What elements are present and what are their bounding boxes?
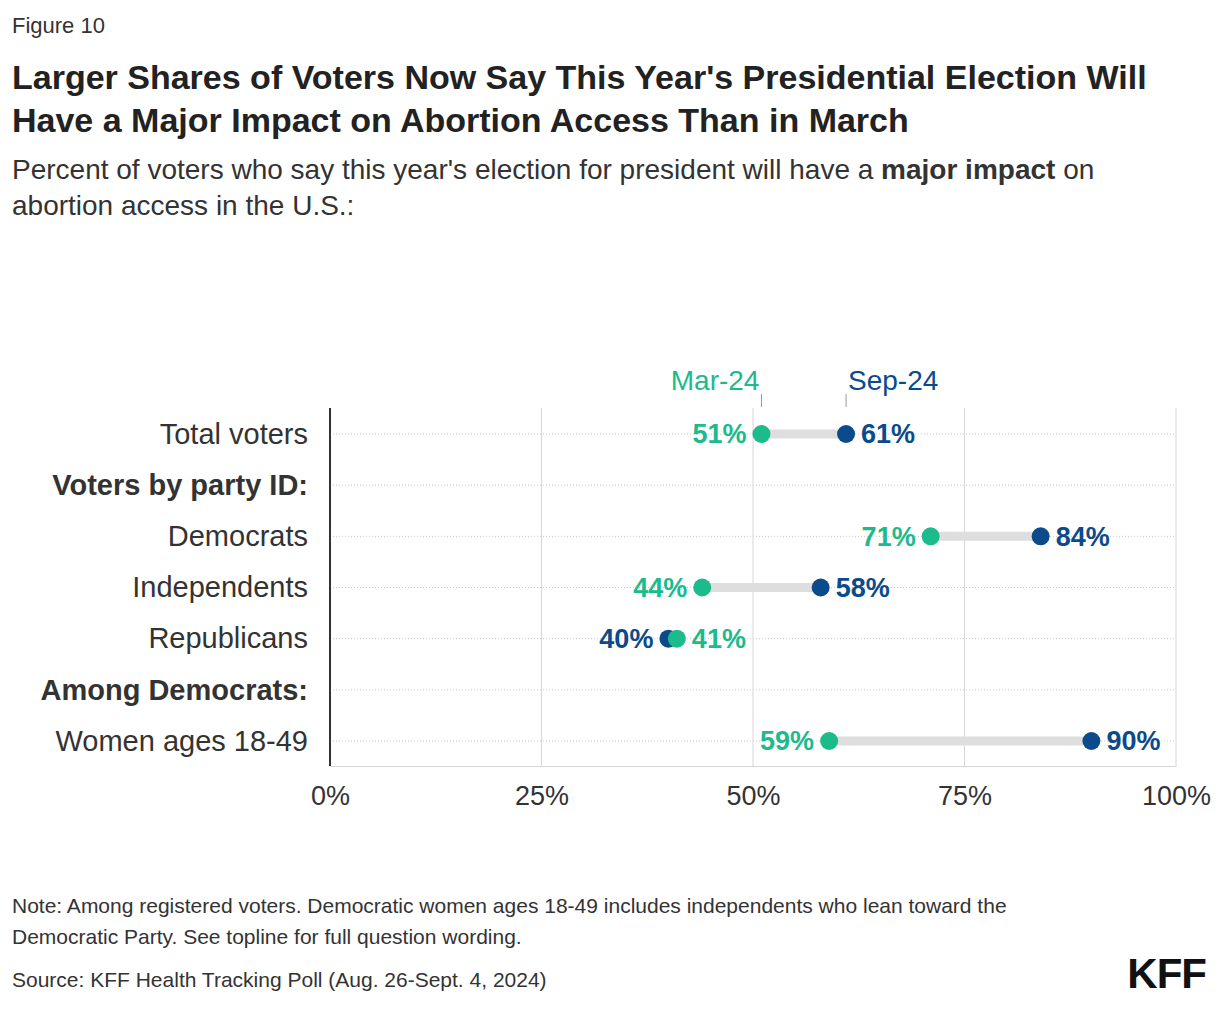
- legend-tick: [846, 394, 847, 407]
- footer: Note: Among registered voters. Democrati…: [12, 890, 1072, 995]
- x-tick-label: 75%: [938, 781, 992, 811]
- dot: [820, 732, 838, 750]
- x-tick: 75%: [938, 766, 992, 811]
- x-tick: 50%: [726, 766, 780, 811]
- y-tick: Among Democrats:: [41, 674, 309, 706]
- grid-line: [964, 408, 965, 766]
- y-tick: Total voters: [160, 418, 308, 450]
- data-label: 41%: [692, 624, 746, 654]
- marks: [659, 425, 1100, 750]
- legend: Mar-24 Sep-24: [671, 365, 939, 407]
- category-label: Women ages 18-49: [55, 725, 308, 757]
- data-labels: 51% 61% 71% 84% 44% 58% 41% 40% 59% 90%: [599, 419, 1160, 756]
- y-tick: Women ages 18-49: [55, 725, 308, 757]
- legend-label: Sep-24: [848, 365, 938, 396]
- figure-label: Figure 10: [12, 12, 1202, 40]
- data-label: 71%: [862, 522, 916, 552]
- connector: [761, 430, 846, 439]
- connector: [829, 737, 1091, 746]
- grid: [330, 408, 1176, 766]
- title: Larger Shares of Voters Now Say This Yea…: [12, 56, 1202, 142]
- x-tick-label: 50%: [726, 781, 780, 811]
- x-tick-label: 0%: [311, 781, 350, 811]
- dot: [1032, 527, 1050, 545]
- source: Source: KFF Health Tracking Poll (Aug. 2…: [12, 964, 1072, 995]
- dot: [668, 630, 686, 648]
- grid-line: [541, 408, 542, 766]
- y-axis: Total voters Voters by party ID: Democrats…: [41, 418, 309, 757]
- data-label: 84%: [1056, 522, 1110, 552]
- dot: [812, 579, 830, 597]
- connector: [931, 532, 1041, 541]
- x-tick: 100%: [1142, 766, 1211, 811]
- dot: [837, 425, 855, 443]
- x-axis-line: [331, 766, 1177, 767]
- connector: [702, 583, 820, 592]
- chart: 0% 25% 50% 75% 100% Total voters Voters by par…: [0, 0, 1220, 1010]
- grid-line: [329, 408, 331, 766]
- dot: [922, 527, 940, 545]
- note: Note: Among registered voters. Democrati…: [12, 890, 1072, 952]
- category-label: Republicans: [148, 622, 308, 654]
- legend-label: Mar-24: [671, 365, 760, 396]
- y-tick: Voters by party ID:: [52, 469, 308, 501]
- group-label: Voters by party ID:: [52, 469, 308, 501]
- header: Figure 10 Larger Shares of Voters Now Say…: [12, 12, 1202, 224]
- dot: [1082, 732, 1100, 750]
- x-axis: 0% 25% 50% 75% 100%: [311, 766, 1211, 811]
- y-tick: Republicans: [148, 622, 308, 654]
- subtitle-part: major impact: [881, 154, 1055, 185]
- dot: [752, 425, 770, 443]
- x-tick-label: 25%: [515, 781, 569, 811]
- dot: [693, 579, 711, 597]
- data-label: 51%: [692, 419, 746, 449]
- x-tick: 25%: [515, 766, 569, 811]
- y-tick: Independents: [132, 571, 308, 603]
- data-label: 58%: [836, 573, 890, 603]
- y-tick: Democrats: [168, 520, 308, 552]
- data-label: 44%: [633, 573, 687, 603]
- category-label: Total voters: [160, 418, 308, 450]
- x-tick: 0%: [311, 766, 350, 811]
- subtitle-part: Percent of voters who say this year's el…: [12, 154, 881, 185]
- legend-tick: [761, 394, 762, 407]
- category-label: Democrats: [168, 520, 308, 552]
- logo: KFF: [1127, 950, 1206, 998]
- data-label: 61%: [861, 419, 915, 449]
- category-label: Independents: [132, 571, 308, 603]
- grid-line: [1176, 408, 1177, 766]
- row-line: [330, 587, 1176, 588]
- group-label: Among Democrats:: [41, 674, 309, 706]
- subtitle: Percent of voters who say this year's el…: [12, 152, 1202, 224]
- data-label: 90%: [1106, 726, 1160, 756]
- x-tick-label: 100%: [1142, 781, 1211, 811]
- data-label: 40%: [599, 624, 653, 654]
- data-label: 59%: [760, 726, 814, 756]
